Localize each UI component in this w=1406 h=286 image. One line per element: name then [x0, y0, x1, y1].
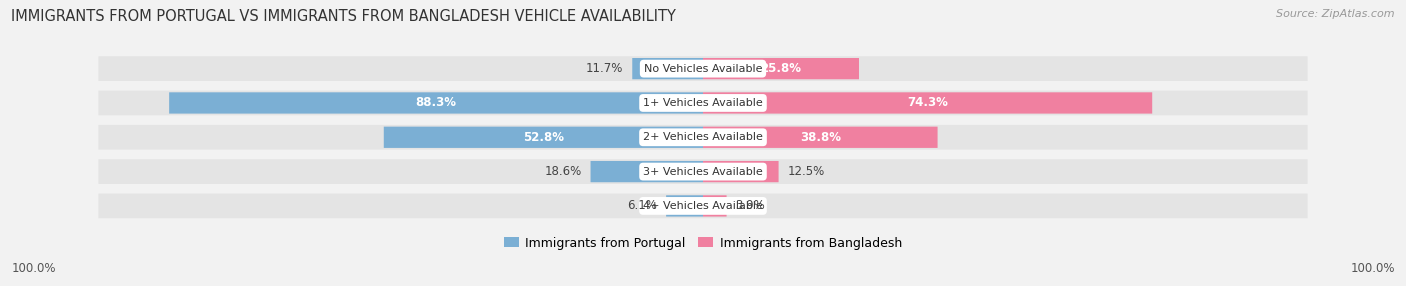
- Text: 6.1%: 6.1%: [627, 199, 657, 212]
- FancyBboxPatch shape: [384, 127, 703, 148]
- Text: 3.9%: 3.9%: [735, 199, 765, 212]
- Text: 12.5%: 12.5%: [787, 165, 825, 178]
- Text: No Vehicles Available: No Vehicles Available: [644, 64, 762, 74]
- FancyBboxPatch shape: [666, 195, 703, 217]
- FancyBboxPatch shape: [633, 58, 703, 79]
- FancyBboxPatch shape: [703, 195, 727, 217]
- Text: 25.8%: 25.8%: [761, 62, 801, 75]
- FancyBboxPatch shape: [98, 56, 1308, 81]
- Text: 11.7%: 11.7%: [586, 62, 623, 75]
- FancyBboxPatch shape: [703, 58, 859, 79]
- Text: Source: ZipAtlas.com: Source: ZipAtlas.com: [1277, 9, 1395, 19]
- Text: 4+ Vehicles Available: 4+ Vehicles Available: [643, 201, 763, 211]
- Text: 88.3%: 88.3%: [416, 96, 457, 110]
- Text: 100.0%: 100.0%: [11, 262, 56, 275]
- FancyBboxPatch shape: [703, 127, 938, 148]
- Text: 3+ Vehicles Available: 3+ Vehicles Available: [643, 167, 763, 176]
- Text: 2+ Vehicles Available: 2+ Vehicles Available: [643, 132, 763, 142]
- Legend: Immigrants from Portugal, Immigrants from Bangladesh: Immigrants from Portugal, Immigrants fro…: [499, 232, 907, 255]
- Text: 52.8%: 52.8%: [523, 131, 564, 144]
- FancyBboxPatch shape: [98, 91, 1308, 115]
- Text: IMMIGRANTS FROM PORTUGAL VS IMMIGRANTS FROM BANGLADESH VEHICLE AVAILABILITY: IMMIGRANTS FROM PORTUGAL VS IMMIGRANTS F…: [11, 9, 676, 23]
- Text: 38.8%: 38.8%: [800, 131, 841, 144]
- FancyBboxPatch shape: [98, 125, 1308, 150]
- FancyBboxPatch shape: [591, 161, 703, 182]
- Text: 18.6%: 18.6%: [544, 165, 582, 178]
- Text: 74.3%: 74.3%: [907, 96, 948, 110]
- Text: 1+ Vehicles Available: 1+ Vehicles Available: [643, 98, 763, 108]
- FancyBboxPatch shape: [703, 92, 1152, 114]
- FancyBboxPatch shape: [169, 92, 703, 114]
- Text: 100.0%: 100.0%: [1350, 262, 1395, 275]
- FancyBboxPatch shape: [703, 161, 779, 182]
- FancyBboxPatch shape: [98, 159, 1308, 184]
- FancyBboxPatch shape: [98, 194, 1308, 218]
